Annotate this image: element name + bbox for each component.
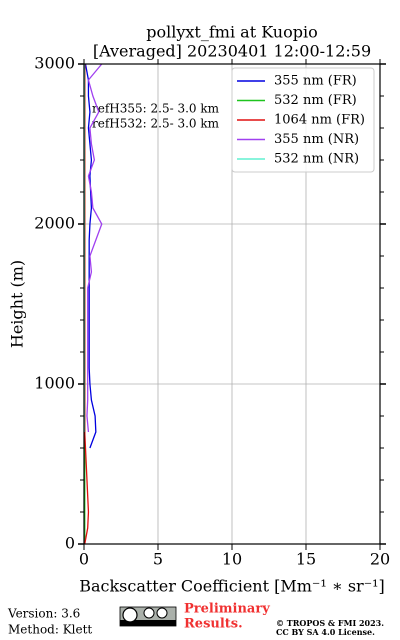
annotation: refH532: 2.5- 3.0 km <box>92 117 220 131</box>
x-tick-label: 5 <box>153 550 163 569</box>
copyright: CC BY SA 4.0 License. <box>276 627 375 637</box>
notice: Results. <box>184 617 243 632</box>
y-tick-label: 2000 <box>34 214 75 233</box>
profile-line <box>84 63 97 449</box>
profile-line <box>86 63 103 433</box>
plot-frame <box>83 63 381 545</box>
notice: Preliminary <box>184 602 270 617</box>
legend-label: 532 nm (NR) <box>274 152 359 167</box>
y-tick-label: 0 <box>65 534 75 553</box>
chart-subtitle: [Averaged] 20230401 12:00-12:59 <box>93 42 371 61</box>
y-tick-label: 1000 <box>34 374 75 393</box>
legend-label: 355 nm (FR) <box>274 74 357 89</box>
x-tick-label: 15 <box>296 550 316 569</box>
method: Method: Klett <box>8 623 92 637</box>
legend-label: 1064 nm (FR) <box>274 113 365 128</box>
x-tick-label: 20 <box>370 550 390 569</box>
x-tick-label: 0 <box>79 550 89 569</box>
annotation: refH355: 2.5- 3.0 km <box>92 102 220 116</box>
legend-label: 532 nm (FR) <box>274 93 357 108</box>
legend-label: 355 nm (NR) <box>274 132 359 147</box>
copyright: © TROPOS & FMI 2023. <box>276 618 384 628</box>
cc-logo <box>119 606 177 627</box>
version: Version: 3.6 <box>7 607 80 621</box>
x-tick-label: 10 <box>222 550 242 569</box>
x-axis-label: Backscatter Coefficient [Mm⁻¹ ∗ sr⁻¹] <box>79 577 385 596</box>
legend-box <box>231 67 375 173</box>
chart-title: pollyxt_fmi at Kuopio <box>146 23 317 42</box>
legend: 355 nm (FR) 532 nm (FR) 1064 nm (FR) 355 nm… <box>231 67 375 173</box>
y-axis-label: Height (m) <box>8 260 27 348</box>
y-tick-label: 3000 <box>34 54 75 73</box>
